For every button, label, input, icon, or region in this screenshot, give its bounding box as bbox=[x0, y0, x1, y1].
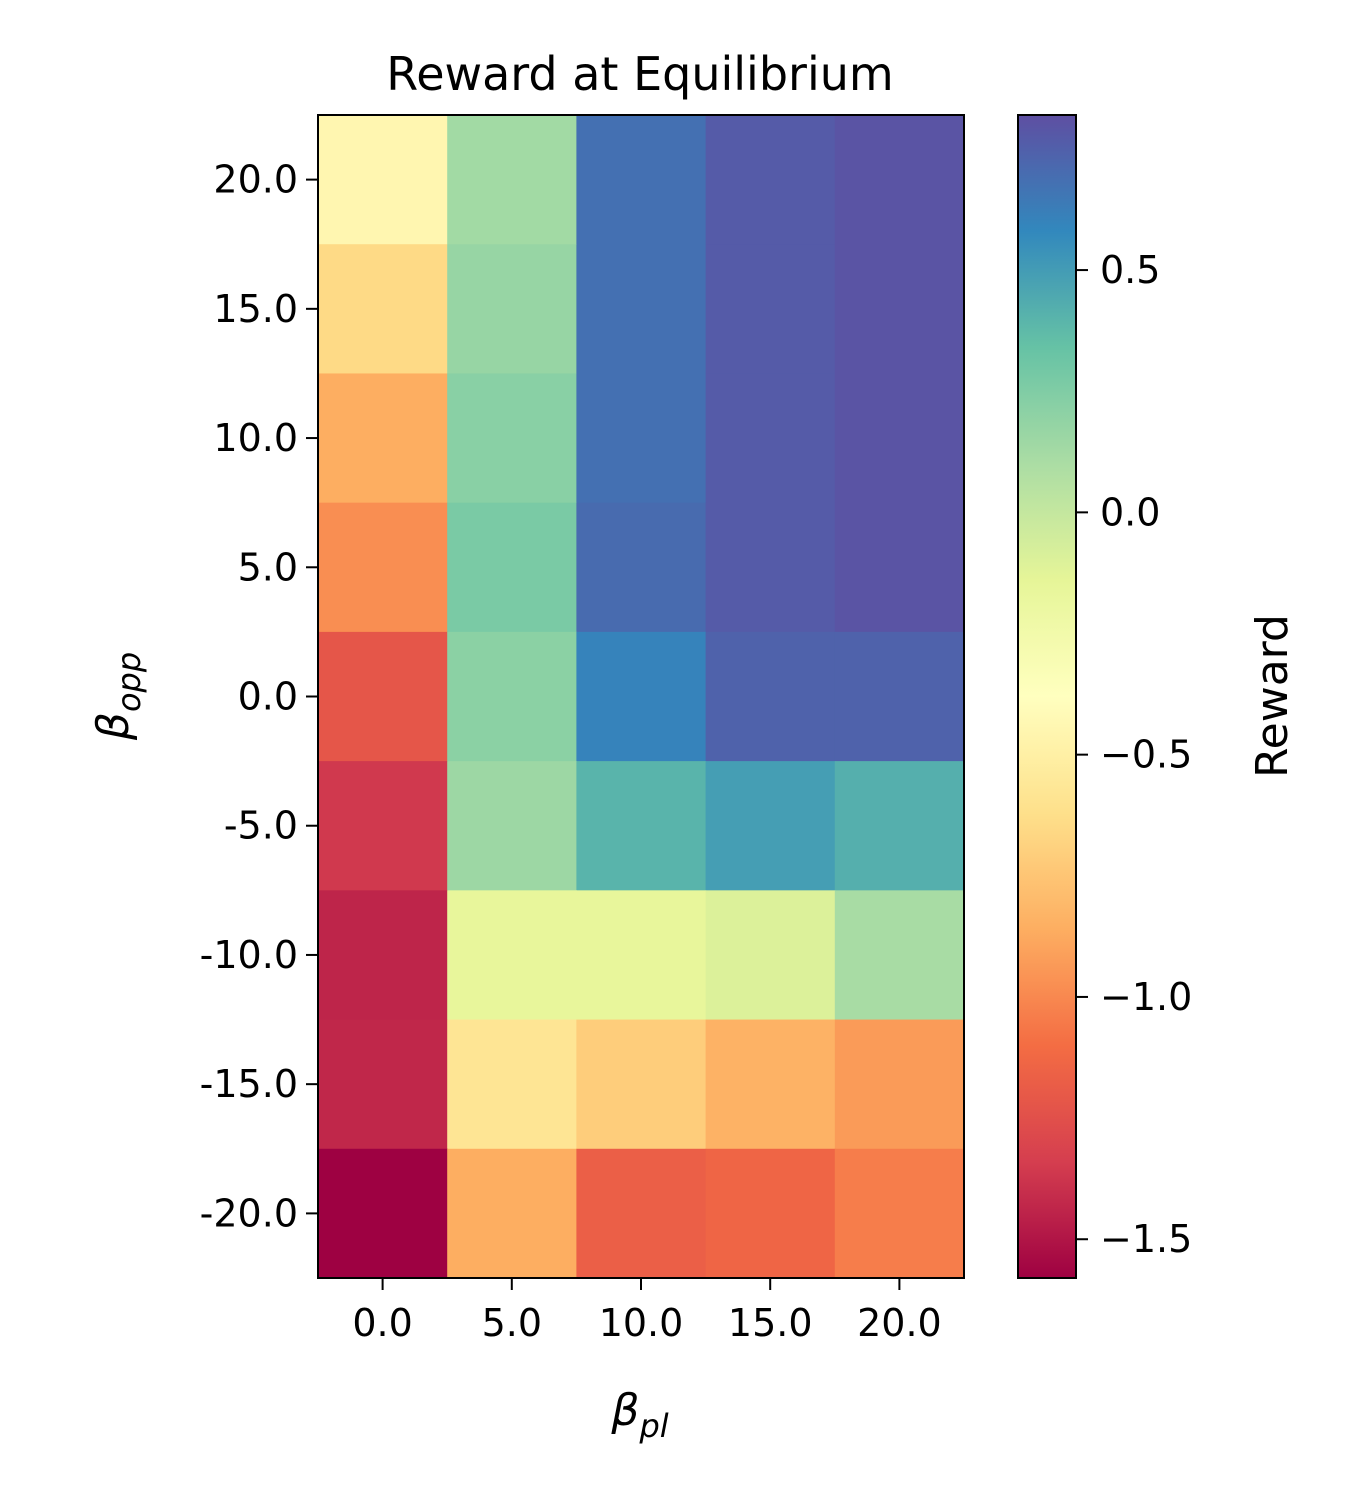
heatmap-cell bbox=[447, 890, 577, 1021]
colorbar bbox=[1017, 114, 1077, 1279]
heatmap-cell bbox=[705, 631, 836, 762]
heatmap-cell bbox=[447, 502, 577, 633]
heatmap-cell bbox=[447, 373, 577, 504]
y-tick-label: 20.0 bbox=[213, 158, 298, 202]
heatmap-cell bbox=[834, 244, 965, 375]
heatmap-cell bbox=[834, 1148, 965, 1279]
heatmap-cell bbox=[447, 631, 577, 762]
heatmap-cell bbox=[576, 631, 707, 762]
heatmap-cell bbox=[834, 115, 965, 245]
heatmap-cell bbox=[705, 502, 836, 633]
heatmap-cell bbox=[318, 890, 448, 1021]
heatmap-cell bbox=[705, 761, 836, 891]
heatmap-cell bbox=[318, 631, 448, 762]
heatmap-cell bbox=[834, 631, 965, 762]
y-axis: 20.0 15.0 10.0 5.0 0.0 -5.0 -10.0 -15.0 -20.0 bbox=[200, 158, 318, 1235]
heatmap-cell bbox=[576, 890, 707, 1021]
y-tick-label: -15.0 bbox=[200, 1062, 298, 1106]
x-tick-label: 15.0 bbox=[728, 1301, 813, 1345]
heatmap-cell bbox=[318, 1148, 448, 1279]
heatmap-cell bbox=[576, 1019, 707, 1150]
y-tick-label: 10.0 bbox=[213, 416, 298, 460]
colorbar-tick-label: 0.5 bbox=[1100, 248, 1160, 292]
heatmap-cell bbox=[705, 115, 836, 245]
heatmap-cell bbox=[834, 1019, 965, 1150]
heatmap-cell bbox=[834, 761, 965, 891]
heatmap-cell bbox=[705, 373, 836, 504]
heatmap-cell bbox=[318, 373, 448, 504]
y-axis-label: βopp bbox=[88, 652, 148, 741]
heatmap-cell bbox=[576, 1148, 707, 1279]
chart-title: Reward at Equilibrium bbox=[386, 47, 893, 101]
y-tick-label: -5.0 bbox=[224, 804, 298, 848]
heatmap-cell bbox=[318, 502, 448, 633]
heatmap-cell bbox=[705, 1148, 836, 1279]
heatmap-cell bbox=[834, 502, 965, 633]
y-tick-label: -10.0 bbox=[200, 933, 298, 977]
colorbar-tick-label: −1.5 bbox=[1100, 1217, 1192, 1261]
heatmap-cell bbox=[576, 115, 707, 245]
y-tick-label: 0.0 bbox=[238, 675, 298, 719]
x-axis-label: βpl bbox=[610, 1385, 668, 1445]
y-tick-label: 15.0 bbox=[213, 287, 298, 331]
colorbar-tick-label: −1.0 bbox=[1100, 975, 1192, 1019]
heatmap-cell bbox=[318, 761, 448, 891]
heatmap-cell bbox=[705, 1019, 836, 1150]
x-tick-label: 5.0 bbox=[482, 1301, 542, 1345]
heatmap-cell bbox=[705, 244, 836, 375]
heatmap-cell bbox=[447, 1148, 577, 1279]
heatmap-cell bbox=[318, 244, 448, 375]
colorbar-label: Reward bbox=[1247, 614, 1298, 778]
heatmap-cell bbox=[318, 115, 448, 245]
heatmap-cell bbox=[705, 890, 836, 1021]
heatmap-cell bbox=[576, 761, 707, 891]
heatmap-cell bbox=[576, 373, 707, 504]
heatmap-cell bbox=[834, 373, 965, 504]
colorbar-axis: 0.5 0.0 −0.5 −1.0 −1.5 bbox=[1076, 248, 1192, 1261]
colorbar-tick-label: 0.0 bbox=[1100, 490, 1160, 534]
heatmap-cells bbox=[318, 115, 965, 1279]
x-tick-label: 20.0 bbox=[857, 1301, 942, 1345]
y-tick-label: -20.0 bbox=[200, 1191, 298, 1235]
heatmap-cell bbox=[318, 1019, 448, 1150]
heatmap-cell bbox=[576, 502, 707, 633]
x-tick-label: 0.0 bbox=[352, 1301, 412, 1345]
heatmap-cell bbox=[447, 115, 577, 245]
heatmap-cell bbox=[447, 761, 577, 891]
heatmap-cell bbox=[834, 890, 965, 1021]
x-axis: 0.0 5.0 10.0 15.0 20.0 bbox=[352, 1278, 942, 1345]
heatmap-cell bbox=[447, 1019, 577, 1150]
x-tick-label: 10.0 bbox=[599, 1301, 684, 1345]
y-tick-label: 5.0 bbox=[238, 545, 298, 589]
heatmap-cell bbox=[576, 244, 707, 375]
colorbar-tick-label: −0.5 bbox=[1100, 733, 1192, 777]
heatmap-cell bbox=[447, 244, 577, 375]
